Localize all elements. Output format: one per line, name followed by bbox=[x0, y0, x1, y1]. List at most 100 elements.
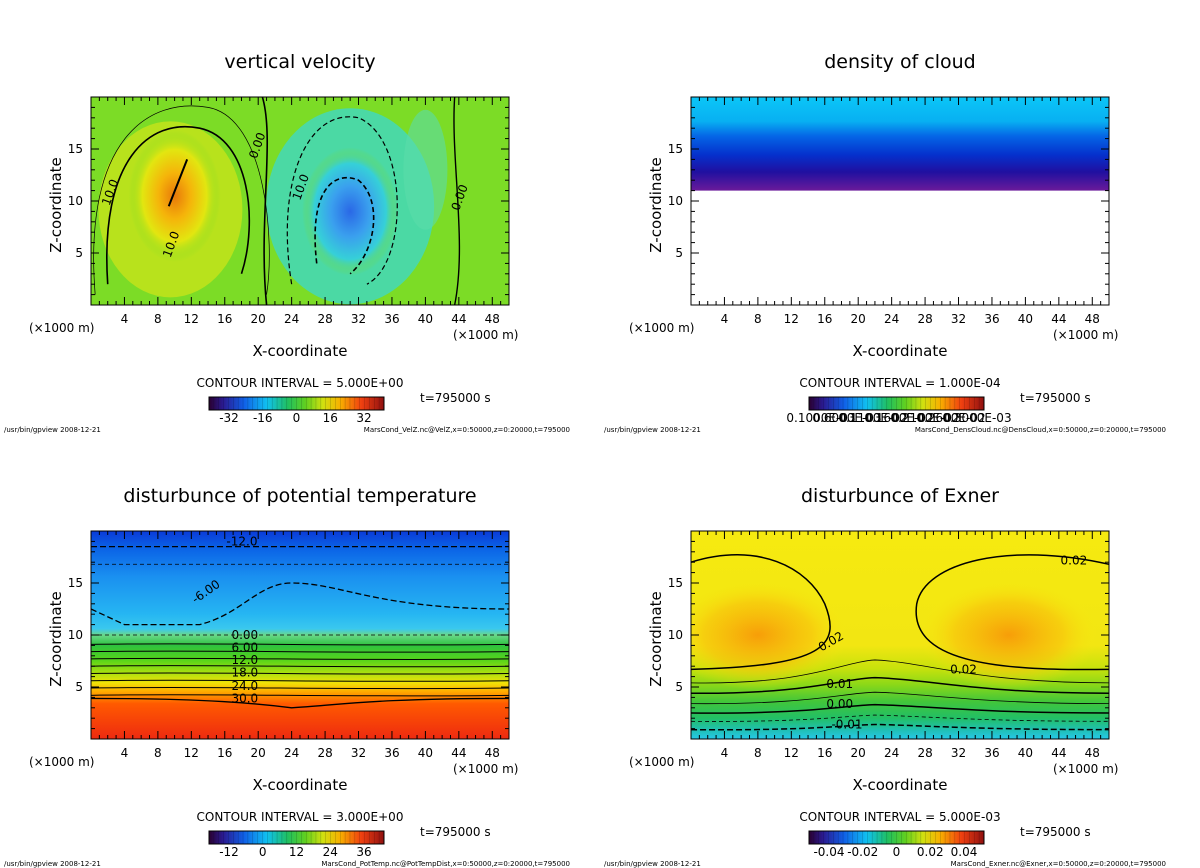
x-tick-label: 4 bbox=[721, 746, 729, 760]
y-axis: 5 10 15 bbox=[668, 540, 1109, 730]
colorbar-label: 0 bbox=[893, 845, 901, 859]
y-tick-label: 10 bbox=[68, 628, 83, 642]
x-tick-label: 4 bbox=[121, 312, 129, 326]
x-tick-label: 8 bbox=[754, 746, 762, 760]
x-unit-left: (×1000 m) bbox=[29, 321, 94, 335]
colorbar-bar bbox=[208, 830, 385, 845]
x-tick-label: 16 bbox=[217, 746, 232, 760]
colorbar-label: 0.04 bbox=[951, 845, 978, 859]
colorbar-label: 0 bbox=[259, 845, 267, 859]
y-axis-label: Z-coordinate bbox=[647, 157, 665, 252]
y-axis-label: Z-coordinate bbox=[47, 157, 65, 252]
plot-area bbox=[690, 96, 1110, 306]
colorbar-label: 0.1600E-02 bbox=[864, 411, 933, 425]
pressure-maximum bbox=[691, 580, 848, 690]
x-tick-label: 20 bbox=[851, 746, 866, 760]
colorbar-label: -32 bbox=[219, 411, 239, 425]
contour-label: 0.00 bbox=[231, 628, 258, 642]
colorbar-label: 12 bbox=[289, 845, 304, 859]
contour-label: 0.00 bbox=[826, 697, 853, 711]
contour-label: 18.0 bbox=[231, 666, 258, 680]
contour-label: 12.0 bbox=[231, 653, 258, 667]
contour-line bbox=[91, 694, 509, 697]
x-tick-label: 36 bbox=[984, 746, 999, 760]
contour-line bbox=[691, 723, 1109, 731]
y-tick-label: 10 bbox=[68, 194, 83, 208]
x-tick-label: 36 bbox=[984, 312, 999, 326]
colorbar-label: 0.2100E-02 bbox=[890, 411, 959, 425]
time-label: t=795000 s bbox=[420, 825, 491, 839]
panel-title: disturbunce of Exner bbox=[801, 485, 999, 507]
x-unit-right: (×1000 m) bbox=[1053, 762, 1118, 776]
x-tick-label: 32 bbox=[951, 312, 966, 326]
colorbar-bar bbox=[208, 396, 385, 411]
contour-line bbox=[691, 714, 1109, 722]
x-tick-label: 12 bbox=[784, 746, 799, 760]
x-tick-label: 12 bbox=[784, 312, 799, 326]
x-axis: 4 8 12 16 20 24 28 32 36 40 44 48(×1000 m) (×1000 m) bbox=[629, 97, 1118, 342]
contour-line bbox=[691, 676, 1109, 694]
contour-label: -12.0 bbox=[226, 535, 257, 549]
y-tick-label: 5 bbox=[75, 680, 83, 694]
x-tick-label: 28 bbox=[917, 312, 932, 326]
x-unit-right: (×1000 m) bbox=[453, 762, 518, 776]
x-tick-label: 28 bbox=[917, 746, 932, 760]
colorbar-label: -0.02 bbox=[847, 845, 878, 859]
contour-line bbox=[691, 703, 1109, 714]
x-unit-left: (×1000 m) bbox=[629, 755, 694, 769]
x-tick-label: 16 bbox=[817, 312, 832, 326]
colorbar-label: 0.3000E-03 bbox=[942, 411, 1011, 425]
x-tick-label: 8 bbox=[154, 746, 162, 760]
x-tick-label: 32 bbox=[351, 312, 366, 326]
x-tick-label: 44 bbox=[451, 312, 466, 326]
field-background bbox=[91, 531, 509, 739]
colorbar-label: 24 bbox=[323, 845, 338, 859]
panel-exner: disturbunce of Exner 0.02 0.02 0.02 0.01 0.00… bbox=[604, 485, 1166, 868]
x-tick-label: 4 bbox=[721, 312, 729, 326]
colorbar-label: 0.1000E-03 bbox=[786, 411, 855, 425]
colorbar-label: 36 bbox=[356, 845, 371, 859]
x-unit-right: (×1000 m) bbox=[1053, 328, 1118, 342]
contour-line bbox=[91, 665, 509, 668]
contour-label: 0.01 bbox=[826, 677, 853, 691]
weak-downdraft bbox=[403, 109, 448, 230]
time-label: t=795000 s bbox=[1020, 825, 1091, 839]
contour-line bbox=[691, 554, 831, 671]
field: 0.020.020.020.010.00-0.01 bbox=[691, 531, 1109, 739]
y-tick-label: 15 bbox=[668, 576, 683, 590]
x-tick-label: 24 bbox=[284, 746, 299, 760]
x-tick-label: 20 bbox=[851, 312, 866, 326]
x-axis-label: X-coordinate bbox=[853, 342, 948, 360]
panel-title: disturbunce of potential temperature bbox=[123, 485, 476, 507]
contour-label: 0.02 bbox=[950, 662, 977, 676]
colorbar-label: -16 bbox=[253, 411, 273, 425]
x-tick-label: 8 bbox=[754, 312, 762, 326]
colorbar-label: 16 bbox=[323, 411, 338, 425]
x-axis: 4 8 12 16 20 24 28 32 36 40 44 48(×1000 m) (×1000 m) bbox=[29, 531, 518, 776]
cloud-layer bbox=[691, 97, 1109, 191]
contour-line bbox=[91, 679, 509, 682]
contour-label: -0.01 bbox=[831, 718, 862, 732]
colorbar-label: -12 bbox=[219, 845, 239, 859]
y-axis: 5 10 15 bbox=[68, 540, 509, 730]
x-tick-label: 44 bbox=[1051, 746, 1066, 760]
contour-label: 0.02 bbox=[1061, 553, 1088, 567]
colorbar-label: -0.04 bbox=[813, 845, 844, 859]
x-tick-label: 40 bbox=[418, 312, 433, 326]
y-tick-label: 10 bbox=[668, 194, 683, 208]
footer-left: /usr/bin/gpview 2008-12-21 bbox=[604, 860, 701, 868]
x-tick-label: 32 bbox=[351, 746, 366, 760]
y-axis: 5 10 15 bbox=[68, 106, 509, 296]
time-label: t=795000 s bbox=[420, 391, 491, 405]
x-tick-label: 4 bbox=[121, 746, 129, 760]
contour-label: 30.0 bbox=[231, 692, 258, 706]
colorbar: -32 -16 0 16 32 bbox=[208, 396, 385, 425]
x-tick-label: 36 bbox=[384, 312, 399, 326]
colorbar-bar bbox=[808, 830, 985, 845]
contour-line bbox=[167, 159, 189, 207]
contour-line bbox=[261, 97, 269, 305]
